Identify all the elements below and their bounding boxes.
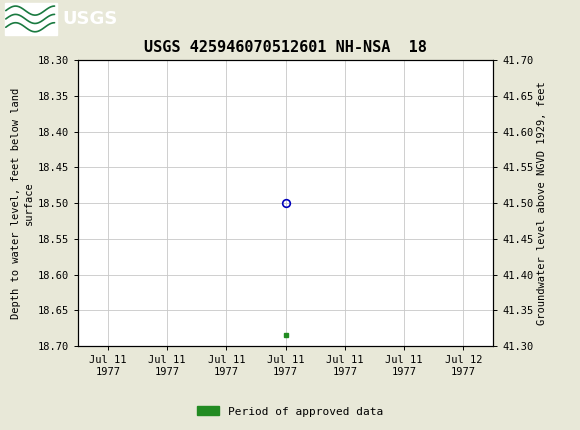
Y-axis label: Groundwater level above NGVD 1929, feet: Groundwater level above NGVD 1929, feet <box>538 81 548 325</box>
Legend: Period of approved data: Period of approved data <box>193 402 387 421</box>
Y-axis label: Depth to water level, feet below land
surface: Depth to water level, feet below land su… <box>10 88 34 319</box>
Text: USGS: USGS <box>62 10 117 28</box>
Title: USGS 425946070512601 NH-NSA  18: USGS 425946070512601 NH-NSA 18 <box>144 40 427 55</box>
Bar <box>5 3 57 35</box>
